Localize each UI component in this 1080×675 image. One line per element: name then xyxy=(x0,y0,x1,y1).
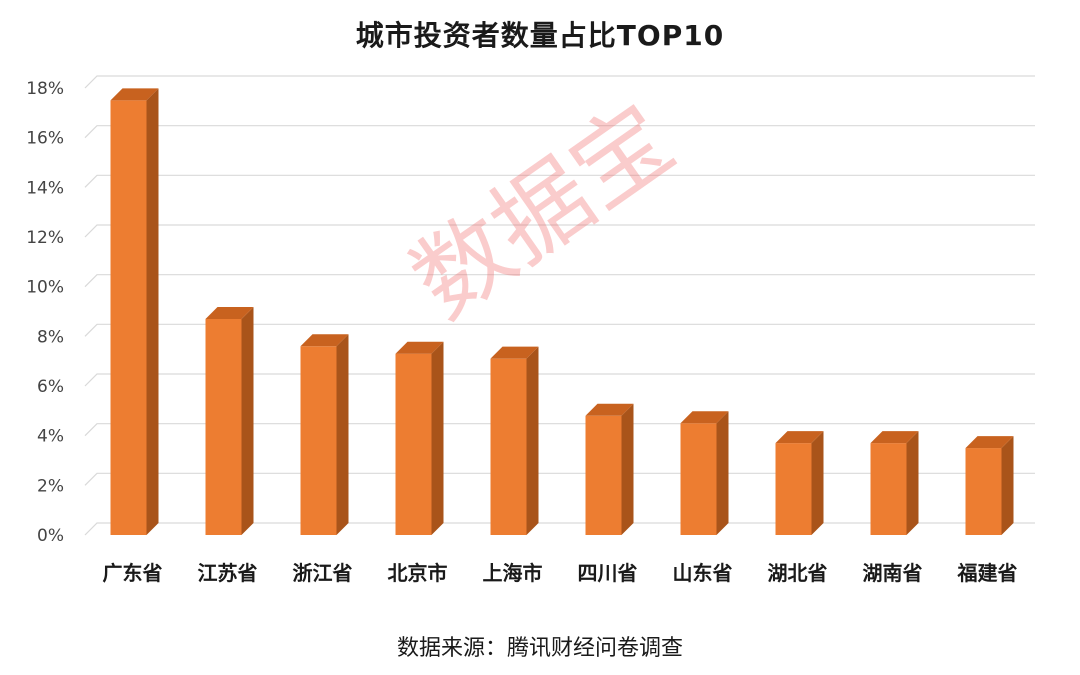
bar-top xyxy=(395,341,444,354)
y-tick-label: 10% xyxy=(26,278,64,298)
bar-top xyxy=(680,411,729,424)
y-tick-label: 2% xyxy=(37,476,64,496)
bar-top xyxy=(585,403,634,416)
bar xyxy=(300,334,349,535)
x-tick-label: 上海市 xyxy=(483,561,543,585)
y-tick-label: 4% xyxy=(37,427,64,447)
bar-front xyxy=(300,346,337,535)
y-tick-label: 12% xyxy=(26,228,64,248)
y-tick-label: 6% xyxy=(37,377,64,397)
x-tick-label: 湖北省 xyxy=(768,561,828,585)
y-axis-ticks: 0% 2% 4% 6% 8% 10% 12% 14% 16% 18% xyxy=(26,79,64,546)
bar-top xyxy=(490,346,539,359)
y-tick-label: 8% xyxy=(37,327,64,347)
bar-side xyxy=(241,306,254,535)
chart-source: 数据来源：腾讯财经问卷调查 xyxy=(396,636,683,661)
bar-top xyxy=(300,334,349,347)
y-tick-label: 16% xyxy=(26,129,64,149)
bar xyxy=(395,341,444,535)
bar xyxy=(965,436,1014,535)
bar xyxy=(870,431,919,535)
x-tick-label: 广东省 xyxy=(103,561,163,585)
x-tick-label: 湖南省 xyxy=(863,561,923,585)
bar-front xyxy=(775,443,812,535)
bar xyxy=(110,88,159,536)
y-tick-label: 0% xyxy=(37,526,64,546)
grid-line xyxy=(84,224,1035,238)
y-tick-label: 18% xyxy=(26,79,64,99)
bar-side xyxy=(336,334,349,535)
x-tick-label: 北京市 xyxy=(388,561,448,585)
bar-side xyxy=(1001,436,1014,535)
bar-side xyxy=(906,431,919,535)
bars xyxy=(110,88,1014,536)
bar-front xyxy=(395,353,432,535)
grid-line xyxy=(84,323,1035,337)
y-tick-label: 14% xyxy=(26,178,64,198)
bar-front xyxy=(965,448,1002,535)
bar-front xyxy=(205,318,242,535)
bar xyxy=(680,411,729,535)
bar xyxy=(490,346,539,535)
bar-front xyxy=(110,100,147,536)
bar-side xyxy=(431,341,444,535)
bar-side xyxy=(811,431,824,535)
x-tick-label: 福建省 xyxy=(957,561,1018,585)
x-axis-ticks: 广东省 江苏省 浙江省 北京市 上海市 四川省 山东省 湖北省 湖南省 福建省 xyxy=(103,561,1018,585)
bar xyxy=(205,306,254,535)
bar-front xyxy=(585,415,622,535)
bar-front xyxy=(680,423,717,535)
grid-lines xyxy=(84,75,1035,536)
bar-top xyxy=(205,306,254,319)
bar-top xyxy=(965,436,1014,449)
bar xyxy=(775,431,824,535)
bar-front xyxy=(490,358,527,535)
grid-line xyxy=(84,75,1035,89)
bar-side xyxy=(146,88,159,536)
bar-side xyxy=(621,403,634,535)
bar-top xyxy=(775,431,824,444)
chart-title: 城市投资者数量占比TOP10 xyxy=(355,19,725,52)
x-tick-label: 山东省 xyxy=(673,561,733,585)
x-tick-label: 江苏省 xyxy=(198,561,258,585)
bar xyxy=(585,403,634,535)
x-tick-label: 浙江省 xyxy=(293,561,353,585)
grid-line xyxy=(84,373,1035,387)
bar-top xyxy=(110,88,159,101)
bar-front xyxy=(870,443,907,535)
bar-top xyxy=(870,431,919,444)
x-tick-label: 四川省 xyxy=(578,561,638,585)
grid-line xyxy=(84,274,1035,288)
grid-line xyxy=(84,174,1035,188)
grid-line xyxy=(84,125,1035,139)
bar-side xyxy=(716,411,729,535)
bar-side xyxy=(526,346,539,535)
